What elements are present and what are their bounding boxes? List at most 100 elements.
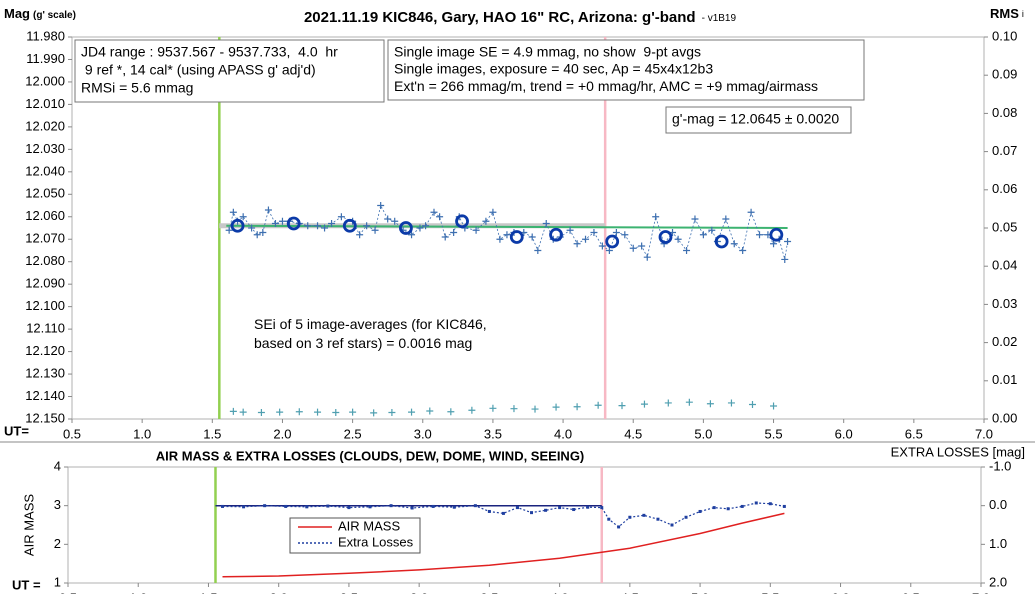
point [730,240,738,248]
point [722,215,730,223]
x-tick-label: 1.5 [203,426,221,441]
point [496,235,504,243]
point [221,504,225,508]
point [572,508,576,512]
point [368,505,372,509]
point [706,400,714,408]
x-tick-label: 6.0 [831,590,849,594]
point [600,506,604,510]
x-tick-label: 6.5 [902,590,920,594]
y2-tick-label: -1.0 [989,458,1011,473]
x-tick-label: 1.0 [129,590,147,594]
annotation-text: g'-mag = 12.0645 ± 0.0020 [672,111,839,127]
x-tick-label: 7.0 [972,590,990,594]
y2-tick-label: 0.10 [992,28,1017,43]
point [530,511,534,515]
point [656,517,660,521]
point [748,400,756,408]
point [782,504,786,508]
y-label: Mag [4,6,30,21]
point [276,408,284,416]
point [264,206,272,214]
point [754,501,758,505]
point [431,504,435,508]
point [573,240,581,248]
point [683,246,691,254]
average-point [549,227,563,242]
point [607,517,611,521]
series-line [228,204,788,260]
x-tick-label: 3.5 [484,426,502,441]
point [304,222,312,230]
point [528,233,536,241]
point [566,226,574,234]
point [727,399,735,407]
point [501,511,505,515]
point [605,246,613,254]
point [740,504,744,508]
y2-tick-label: 0.00 [992,410,1017,425]
x-tick-label: 5.5 [764,426,782,441]
point [452,505,456,509]
y-tick-label: 12.030 [25,141,65,156]
x-tick-label: 6.5 [905,426,923,441]
point [534,246,542,254]
point [515,506,519,510]
point [489,404,497,412]
annotation: SEi of 5 image-averages (for KIC846, base… [248,312,498,358]
point [674,235,682,243]
point [377,202,385,210]
y2-tick-label: 1.0 [989,536,1007,551]
point [643,253,651,261]
point [598,242,606,250]
point [642,513,646,517]
point [225,226,233,234]
point [698,509,702,513]
annotation-box [248,312,498,358]
y-tick-label: 4 [54,458,61,473]
y2-tick-label: 0.07 [992,143,1017,158]
legend-label: Extra Losses [338,534,414,549]
y-tick-label: 11.980 [26,28,65,43]
point [436,213,444,221]
y-tick-label: 12.000 [25,73,65,88]
point [747,208,755,216]
average-point [658,230,673,244]
point [349,408,357,416]
average-point [286,216,301,231]
point [314,408,322,416]
point [356,231,364,239]
x-tick-label: 3.5 [480,590,498,594]
y2-tick-label: 0.05 [992,219,1017,234]
y-tick-label: 12.010 [25,96,65,111]
annotation-text: SEi of 5 image-averages (for KIC846, [254,316,487,332]
x-tick-label: 5.5 [761,590,779,594]
y2-tick-label: 0.01 [992,372,1017,387]
point [441,233,449,241]
y-tick-label: 12.050 [25,186,65,201]
x-axis-label: UT= [4,423,29,438]
y2-tick-label: 0.06 [992,181,1017,196]
x-tick-label: 7.0 [975,426,993,441]
annotation-text: Single images, exposure = 40 sec, Ap = 4… [394,61,713,77]
average-point [399,221,413,235]
y-tick-label: 12.080 [25,253,65,268]
point [684,515,688,519]
point [770,402,778,410]
point [337,213,345,221]
point [482,217,490,225]
point [590,228,598,236]
average-point [769,227,784,242]
y-tick-label: 12.140 [25,388,65,403]
y-tick-label: 12.090 [25,276,65,291]
x-axis-label: UT = [12,577,41,592]
point [263,504,267,508]
point [284,504,288,508]
y-tick-label: 12.130 [25,365,65,380]
point [487,509,491,513]
point [691,215,699,223]
point [229,208,237,216]
point [629,244,637,252]
point [621,231,629,239]
